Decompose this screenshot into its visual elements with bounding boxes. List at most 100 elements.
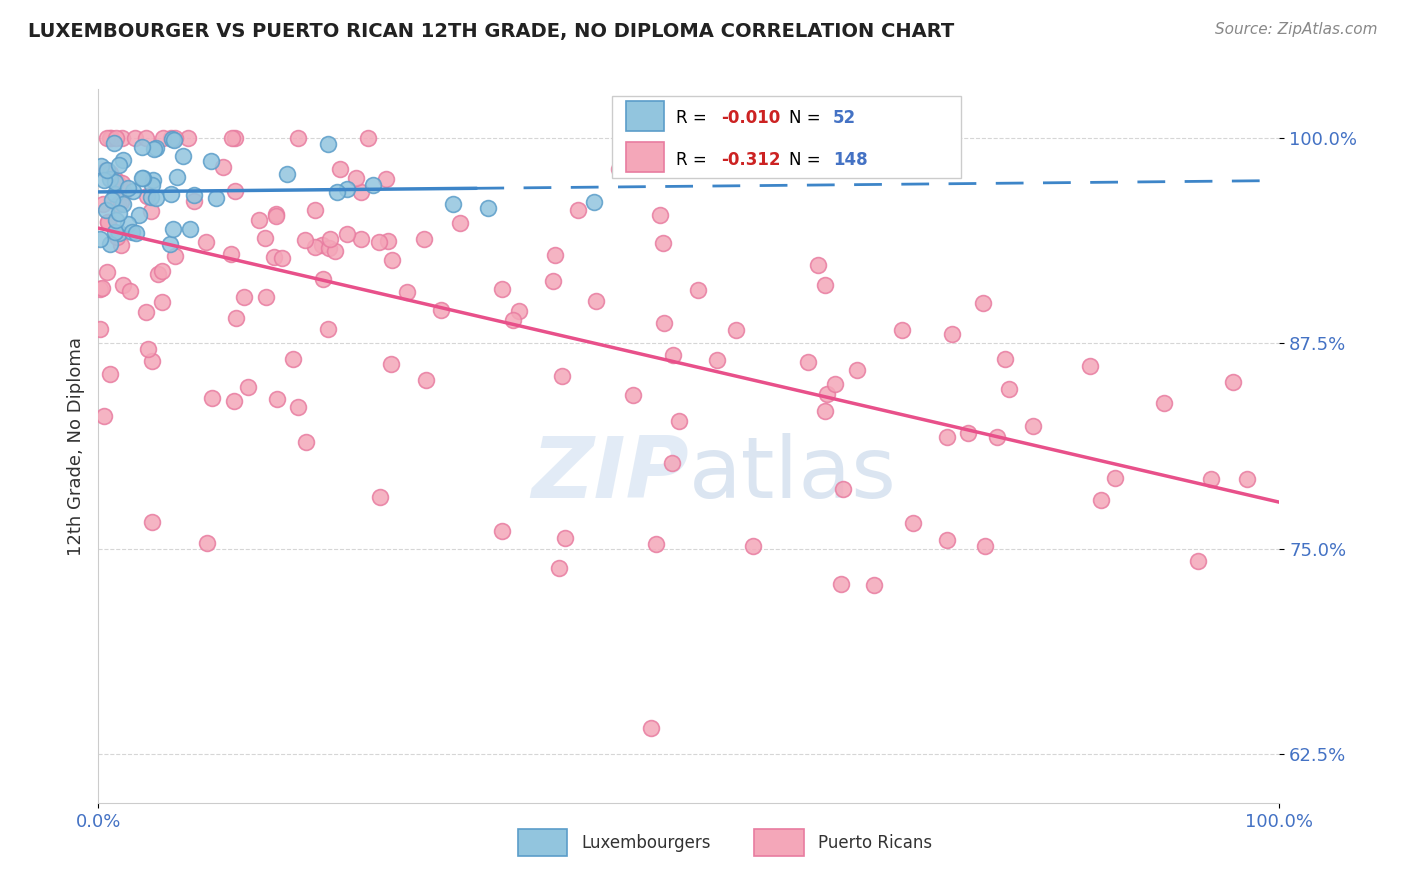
Point — [336, 182, 359, 196]
Point — [145, 141, 167, 155]
Point — [815, 387, 838, 401]
Point — [162, 132, 184, 146]
Point — [361, 178, 384, 192]
Point — [104, 172, 127, 186]
Point — [103, 225, 125, 239]
Point — [122, 184, 145, 198]
Point — [159, 131, 181, 145]
Point — [686, 283, 709, 297]
Point — [104, 131, 127, 145]
Point — [415, 373, 437, 387]
Point — [264, 209, 287, 223]
Point — [110, 238, 132, 252]
Point — [142, 142, 165, 156]
FancyBboxPatch shape — [612, 96, 960, 178]
Point — [986, 430, 1008, 444]
Point — [662, 348, 685, 362]
Point — [236, 380, 259, 394]
Text: Luxembourgers: Luxembourgers — [582, 834, 711, 852]
Point — [1078, 359, 1101, 374]
Point — [336, 227, 359, 242]
Point — [430, 303, 453, 318]
Point — [832, 482, 855, 496]
Point — [104, 175, 127, 189]
Point — [271, 252, 294, 266]
Point — [1104, 471, 1126, 485]
Point — [318, 241, 340, 255]
Point — [139, 190, 162, 204]
Point — [544, 248, 567, 262]
Text: -0.010: -0.010 — [721, 110, 780, 128]
Point — [91, 197, 114, 211]
Point — [131, 140, 153, 154]
Point — [541, 274, 564, 288]
Point — [998, 383, 1021, 397]
Point — [266, 206, 288, 220]
Point — [901, 516, 924, 531]
Point — [98, 172, 121, 186]
FancyBboxPatch shape — [517, 830, 567, 856]
Point — [449, 216, 471, 230]
Point — [350, 232, 373, 246]
Point — [212, 160, 235, 174]
Point — [110, 194, 132, 209]
Point — [162, 221, 184, 235]
Point — [1187, 554, 1209, 568]
Point — [374, 172, 396, 186]
Point — [502, 313, 524, 327]
Point — [266, 392, 288, 406]
Point — [957, 425, 980, 440]
Point — [93, 409, 115, 423]
Point — [131, 171, 153, 186]
Point — [936, 430, 959, 444]
Text: 52: 52 — [832, 110, 856, 128]
Point — [105, 213, 128, 227]
Point — [107, 206, 129, 220]
Point — [141, 515, 163, 529]
Point — [100, 131, 122, 145]
Point — [225, 311, 247, 326]
Point — [263, 250, 285, 264]
Point — [668, 414, 690, 428]
Point — [368, 490, 391, 504]
Point — [90, 159, 112, 173]
Point — [548, 561, 571, 575]
Text: -0.312: -0.312 — [721, 151, 780, 169]
Point — [112, 185, 135, 199]
Point — [318, 232, 340, 246]
Point — [172, 149, 194, 163]
Point — [846, 362, 869, 376]
Point — [219, 247, 242, 261]
Point — [621, 388, 644, 402]
Point — [863, 578, 886, 592]
Point — [941, 326, 963, 341]
Point — [350, 186, 373, 200]
Point — [1222, 375, 1244, 389]
Point — [183, 194, 205, 208]
Point — [195, 536, 218, 550]
Point — [96, 162, 118, 177]
Point — [146, 267, 169, 281]
Point — [936, 533, 959, 548]
Point — [163, 249, 186, 263]
Point — [224, 184, 246, 198]
Point — [141, 178, 163, 192]
Point — [287, 131, 309, 145]
Point — [1090, 492, 1112, 507]
Point — [103, 136, 125, 150]
Text: ZIP: ZIP — [531, 433, 689, 516]
Point — [508, 304, 530, 318]
Point — [183, 187, 205, 202]
Point — [1153, 396, 1175, 410]
Point — [98, 166, 121, 180]
Point — [195, 235, 218, 250]
Point — [797, 354, 820, 368]
Point — [891, 323, 914, 337]
Point — [312, 271, 335, 285]
Text: N =: N = — [789, 110, 827, 128]
Text: Puerto Ricans: Puerto Ricans — [818, 834, 932, 852]
Point — [141, 354, 163, 368]
Point — [972, 296, 994, 310]
Point — [1199, 472, 1222, 486]
Point — [108, 226, 131, 240]
